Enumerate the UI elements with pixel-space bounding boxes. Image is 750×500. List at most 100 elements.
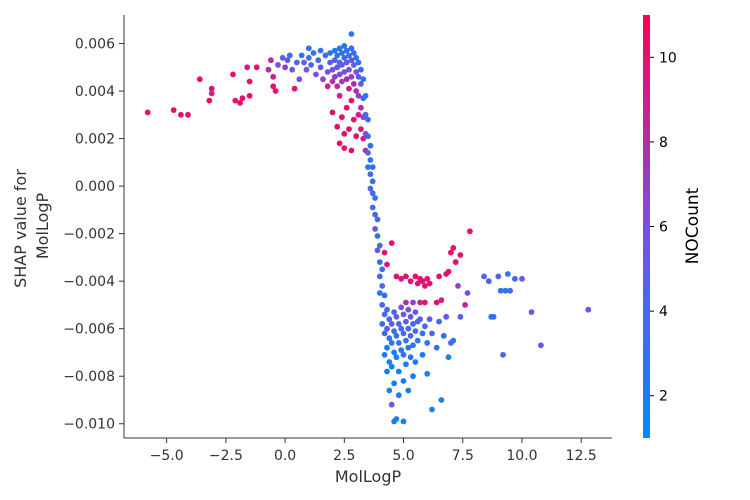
scatter-point xyxy=(386,316,393,323)
scatter-point xyxy=(348,57,355,64)
scatter-point xyxy=(384,325,390,332)
scatter-point xyxy=(336,140,343,147)
scatter-point xyxy=(436,273,442,280)
scatter-point xyxy=(407,332,414,339)
scatter-point xyxy=(393,273,400,280)
scatter-point xyxy=(376,242,383,249)
scatter-point xyxy=(246,78,253,85)
scatter-point xyxy=(400,351,407,358)
scatter-point xyxy=(433,299,440,306)
scatter-point xyxy=(353,54,360,61)
scatter-point xyxy=(336,71,343,78)
scatter-point xyxy=(398,275,405,282)
scatter-point xyxy=(341,43,348,49)
scatter-point xyxy=(410,373,416,380)
x-axis-ticks: −5.0 −2.5 0.0 2.5 5.0 7.5 10.0 12.5 xyxy=(150,438,597,464)
scatter-point xyxy=(372,211,378,218)
scatter-point xyxy=(362,92,369,99)
scatter-point xyxy=(407,278,414,285)
scatter-point xyxy=(329,66,336,73)
scatter-point xyxy=(365,149,371,156)
scatter-point xyxy=(417,316,423,323)
scatter-point xyxy=(433,344,440,351)
colorbar-tick-label: 10 xyxy=(659,50,677,66)
scatter-point xyxy=(403,361,409,368)
scatter-point xyxy=(381,351,388,358)
scatter-point xyxy=(381,292,388,299)
scatter-point xyxy=(346,66,352,73)
scatter-point xyxy=(414,337,421,344)
scatter-point xyxy=(343,59,350,66)
scatter-point xyxy=(196,76,203,83)
scatter-point xyxy=(246,92,253,99)
scatter-point xyxy=(381,330,388,337)
scatter-point xyxy=(379,321,386,327)
scatter-point xyxy=(376,259,383,265)
x-tick-label: 5.0 xyxy=(392,448,414,464)
scatter-point xyxy=(284,57,291,64)
x-tick-label: −2.5 xyxy=(209,448,243,464)
scatter-point xyxy=(376,273,383,280)
scatter-point xyxy=(348,73,355,80)
scatter-point xyxy=(410,299,416,306)
scatter-point xyxy=(398,325,405,332)
scatter-point xyxy=(457,252,464,258)
scatter-point xyxy=(407,354,414,361)
scatter-point xyxy=(329,109,336,116)
scatter-point xyxy=(374,216,381,223)
scatter-point xyxy=(384,306,390,313)
scatter-point xyxy=(334,64,341,71)
scatter-point xyxy=(253,64,260,71)
scatter-point xyxy=(426,280,433,287)
scatter-point xyxy=(422,299,428,306)
scatter-point xyxy=(358,81,364,87)
scatter-point xyxy=(429,406,435,413)
scatter-point xyxy=(208,85,215,92)
scatter-point xyxy=(358,104,364,111)
scatter-point xyxy=(268,57,274,64)
scatter-point xyxy=(438,297,445,304)
scatter-point xyxy=(291,85,298,92)
scatter-point xyxy=(481,273,487,280)
y-axis-title: SHAP value for MolLogP xyxy=(11,164,52,288)
scatter-point xyxy=(343,104,350,111)
scatter-point xyxy=(398,304,405,311)
scatter-point xyxy=(331,73,338,80)
scatter-point xyxy=(419,351,426,358)
scatter-point xyxy=(329,78,336,85)
scatter-point xyxy=(339,50,345,56)
scatter-point xyxy=(369,204,376,211)
scatter-point xyxy=(395,368,402,375)
scatter-point xyxy=(308,62,314,68)
scatter-point xyxy=(452,259,459,265)
scatter-point xyxy=(317,47,324,54)
scatter-point xyxy=(341,130,348,137)
scatter-point xyxy=(350,50,357,56)
scatter-point xyxy=(244,64,251,71)
scatter-point xyxy=(426,316,433,323)
scatter-point xyxy=(391,309,397,315)
scatter-point xyxy=(315,57,322,64)
scatter-point xyxy=(500,351,506,358)
scatter-point xyxy=(467,228,473,235)
scatter-point xyxy=(289,66,296,73)
scatter-point xyxy=(414,280,421,287)
scatter-point xyxy=(393,354,400,361)
scatter-point xyxy=(265,66,272,73)
y-axis-title-line-2: MolLogP xyxy=(33,193,52,260)
scatter-point xyxy=(353,133,360,140)
colorbar xyxy=(643,15,650,438)
scatter-point xyxy=(367,142,374,149)
scatter-point xyxy=(405,306,412,313)
scatter-point xyxy=(343,76,350,83)
scatter-point xyxy=(379,283,386,289)
scatter-point xyxy=(388,363,395,370)
x-tick-label: 0.0 xyxy=(274,448,296,464)
scatter-point xyxy=(305,54,312,61)
scatter-point xyxy=(334,52,341,59)
scatter-point xyxy=(331,57,338,64)
scatter-point xyxy=(417,299,423,306)
scatter-point xyxy=(232,97,239,104)
colorbar-tick-label: 6 xyxy=(659,220,668,236)
scatter-point xyxy=(270,83,277,90)
